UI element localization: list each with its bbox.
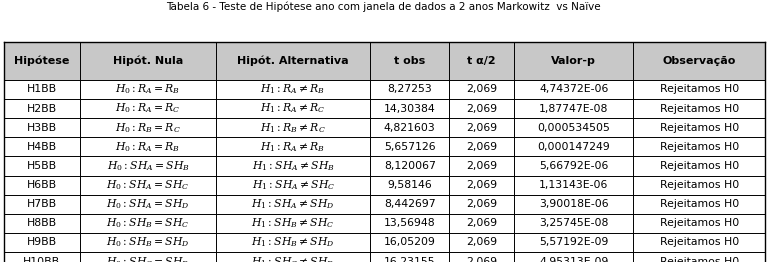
Text: 2,069: 2,069	[466, 237, 497, 248]
Text: $H_1:R_B\neq R_C$: $H_1:R_B\neq R_C$	[260, 121, 326, 135]
Text: $H_0:R_A=R_B$: $H_0:R_A=R_B$	[115, 83, 181, 96]
Text: Rejeitamos H0: Rejeitamos H0	[660, 123, 739, 133]
Text: $H_0:R_A=R_C$: $H_0:R_A=R_C$	[115, 102, 181, 116]
Text: $H_0:R_A=R_B$: $H_0:R_A=R_B$	[115, 140, 181, 154]
Text: 16,23155: 16,23155	[384, 256, 436, 262]
Text: 2,069: 2,069	[466, 199, 497, 209]
Text: 5,657126: 5,657126	[384, 142, 436, 152]
Text: t α/2: t α/2	[467, 56, 496, 66]
Text: H4BB: H4BB	[27, 142, 57, 152]
Text: 16,05209: 16,05209	[384, 237, 436, 248]
Text: 8,442697: 8,442697	[384, 199, 436, 209]
Text: H6BB: H6BB	[27, 180, 57, 190]
Text: 9,58146: 9,58146	[387, 180, 432, 190]
Text: Rejeitamos H0: Rejeitamos H0	[660, 142, 739, 152]
Text: 2,069: 2,069	[466, 218, 497, 228]
Text: 2,069: 2,069	[466, 103, 497, 114]
Text: $H_0:SH_A=SH_B$: $H_0:SH_A=SH_B$	[107, 159, 189, 173]
Text: 14,30384: 14,30384	[384, 103, 436, 114]
Text: 5,57192E-09: 5,57192E-09	[539, 237, 608, 248]
Text: Valor-p: Valor-p	[551, 56, 596, 66]
Text: Rejeitamos H0: Rejeitamos H0	[660, 218, 739, 228]
Text: H7BB: H7BB	[27, 199, 57, 209]
Text: 2,069: 2,069	[466, 161, 497, 171]
Text: Hipót. Nula: Hipót. Nula	[113, 56, 183, 66]
Text: Rejeitamos H0: Rejeitamos H0	[660, 237, 739, 248]
Text: H3BB: H3BB	[27, 123, 57, 133]
Text: 13,56948: 13,56948	[384, 218, 436, 228]
Text: Hipótese: Hipótese	[14, 56, 70, 66]
Text: $H_0:SH_B=SH_D$: $H_0:SH_B=SH_D$	[107, 236, 189, 249]
Text: H10BB: H10BB	[23, 256, 61, 262]
Text: 2,069: 2,069	[466, 123, 497, 133]
Text: Rejeitamos H0: Rejeitamos H0	[660, 103, 739, 114]
Bar	[4, 42, 765, 80]
Text: 5,66792E-06: 5,66792E-06	[539, 161, 608, 171]
Text: $H_1:R_A\neq R_C$: $H_1:R_A\neq R_C$	[260, 102, 326, 116]
Text: Rejeitamos H0: Rejeitamos H0	[660, 180, 739, 190]
Text: H2BB: H2BB	[27, 103, 57, 114]
Text: 2,069: 2,069	[466, 180, 497, 190]
Text: Rejeitamos H0: Rejeitamos H0	[660, 84, 739, 95]
Text: 4,95313E-09: 4,95313E-09	[539, 256, 608, 262]
Text: H5BB: H5BB	[27, 161, 57, 171]
Text: $H_1:SH_B\neq SH_C$: $H_1:SH_B\neq SH_C$	[252, 216, 334, 230]
Text: H1BB: H1BB	[27, 84, 57, 95]
Text: 0,000534505: 0,000534505	[538, 123, 611, 133]
Text: $H_1:SH_A\neq SH_C$: $H_1:SH_A\neq SH_C$	[252, 178, 334, 192]
Text: 4,821603: 4,821603	[384, 123, 436, 133]
Text: 0,000147249: 0,000147249	[538, 142, 610, 152]
Text: $H_0:SH_A=SH_D$: $H_0:SH_A=SH_D$	[107, 197, 189, 211]
Text: Hipót. Alternativa: Hipót. Alternativa	[237, 56, 349, 66]
Text: Observação: Observação	[663, 56, 736, 66]
Text: $H_1:R_A\neq R_B$: $H_1:R_A\neq R_B$	[261, 83, 326, 96]
Text: $H_1:SH_A\neq SH_B$: $H_1:SH_A\neq SH_B$	[252, 159, 334, 173]
Text: H9BB: H9BB	[27, 237, 57, 248]
Text: 3,25745E-08: 3,25745E-08	[539, 218, 608, 228]
Text: Rejeitamos H0: Rejeitamos H0	[660, 161, 739, 171]
Text: 1,87747E-08: 1,87747E-08	[539, 103, 608, 114]
Text: $H_0:SH_C=SH_D$: $H_0:SH_C=SH_D$	[106, 255, 190, 262]
Text: 8,27253: 8,27253	[387, 84, 432, 95]
Text: $H_0:R_B=R_C$: $H_0:R_B=R_C$	[115, 121, 181, 135]
Text: $H_0:SH_A=SH_C$: $H_0:SH_A=SH_C$	[107, 178, 189, 192]
Text: Rejeitamos H0: Rejeitamos H0	[660, 199, 739, 209]
Text: $H_0:SH_B=SH_C$: $H_0:SH_B=SH_C$	[107, 216, 189, 230]
Text: 2,069: 2,069	[466, 256, 497, 262]
Text: 4,74372E-06: 4,74372E-06	[539, 84, 608, 95]
Text: $H_1:SH_C\neq SH_D$: $H_1:SH_C\neq SH_D$	[252, 255, 335, 262]
Text: 2,069: 2,069	[466, 84, 497, 95]
Text: $H_1:R_A\neq R_B$: $H_1:R_A\neq R_B$	[261, 140, 326, 154]
Text: t obs: t obs	[394, 56, 426, 66]
Text: 1,13143E-06: 1,13143E-06	[539, 180, 608, 190]
Text: Rejeitamos H0: Rejeitamos H0	[660, 256, 739, 262]
Text: $H_1:SH_A\neq SH_D$: $H_1:SH_A\neq SH_D$	[252, 197, 335, 211]
Text: 2,069: 2,069	[466, 142, 497, 152]
Text: Tabela 6 - Teste de Hipótese ano com janela de dados a 2 anos Markowitz  vs Naïv: Tabela 6 - Teste de Hipótese ano com jan…	[166, 1, 601, 12]
Text: 3,90018E-06: 3,90018E-06	[539, 199, 608, 209]
Text: 8,120067: 8,120067	[384, 161, 436, 171]
Text: $H_1:SH_B\neq SH_D$: $H_1:SH_B\neq SH_D$	[252, 236, 335, 249]
Text: H8BB: H8BB	[27, 218, 57, 228]
